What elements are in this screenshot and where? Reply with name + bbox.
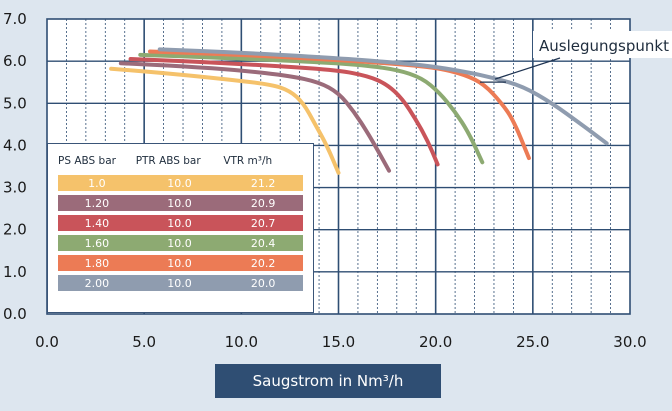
legend-cell-vtr: 20.4 xyxy=(250,236,276,250)
y-tick-label: 7.0 xyxy=(3,10,27,28)
x-tick-label: 25.0 xyxy=(516,333,549,351)
legend-cell-ptr: 10.0 xyxy=(167,196,192,210)
x-tick-label: 0.0 xyxy=(35,333,59,351)
legend-row: 1.60 10.0 20.4 xyxy=(58,235,303,251)
legend-cell-vtr: 21.2 xyxy=(250,176,276,190)
legend-rows: 1.0 10.0 21.2 1.20 10.0 20.9 1.40 10.0 20.7 1.60 1… xyxy=(58,175,303,291)
legend-cell-vtr: 20.7 xyxy=(250,216,276,230)
x-tick-label: 20.0 xyxy=(419,333,452,351)
legend-cell-ps: 2.00 xyxy=(84,276,110,290)
legend-cell-vtr: 20.0 xyxy=(250,276,276,290)
legend-row: 1.80 10.0 20.2 xyxy=(58,255,303,271)
legend-cell-ptr: 10.0 xyxy=(167,176,192,190)
legend-cell-ps: 1.80 xyxy=(84,256,110,270)
series-line-3 xyxy=(128,57,440,167)
x-tick-label: 30.0 xyxy=(613,333,646,351)
series-line-2 xyxy=(118,61,392,173)
legend-cell-ps: 1.60 xyxy=(84,236,110,250)
legend-cell-ps: 1.20 xyxy=(84,196,110,210)
legend-row: 1.40 10.0 20.7 xyxy=(58,215,303,231)
y-tick-label: 1.0 xyxy=(3,263,27,281)
legend-cell-vtr: 20.9 xyxy=(250,196,276,210)
x-tick-label: 15.0 xyxy=(322,333,355,351)
x-axis-label: Saugstrom in Nm³/h xyxy=(215,364,441,398)
y-tick-label: 0.0 xyxy=(3,305,27,323)
legend-cell-ps: 1.40 xyxy=(84,216,110,230)
series-line-1 xyxy=(109,66,341,175)
y-tick-label: 2.0 xyxy=(3,221,27,239)
legend-header-vtr: VTR m³/h xyxy=(223,155,273,167)
legend-header: PS ABS bar PTR ABS bar VTR m³/h xyxy=(58,151,303,171)
annotation-label: Auslegungspunkt xyxy=(539,37,669,55)
legend-cell-ptr: 10.0 xyxy=(167,216,192,230)
legend-cell-vtr: 20.2 xyxy=(250,256,276,270)
y-tick-label: 5.0 xyxy=(3,94,27,112)
legend-cell-ptr: 10.0 xyxy=(167,256,192,270)
legend-row: 1.0 10.0 21.2 xyxy=(58,175,303,191)
series-line-4 xyxy=(138,52,485,165)
annotation-box xyxy=(533,31,672,58)
y-tick-label: 4.0 xyxy=(3,136,27,154)
legend-row: 1.20 10.0 20.9 xyxy=(58,195,303,211)
legend-cell-ptr: 10.0 xyxy=(167,236,192,250)
annotation: Auslegungspunkt xyxy=(479,31,672,83)
series-line-6 xyxy=(157,47,609,146)
legend-header-ptr: PTR ABS bar xyxy=(135,155,201,167)
legend-header-ps: PS ABS bar xyxy=(58,155,116,167)
annotation-leader xyxy=(494,57,561,80)
legend-row: 2.00 10.0 20.0 xyxy=(58,275,303,291)
legend-cell-ptr: 10.0 xyxy=(167,276,192,290)
y-tick-label: 3.0 xyxy=(3,179,27,197)
series-lines xyxy=(109,47,609,175)
x-tick-label: 5.0 xyxy=(132,333,156,351)
x-tick-label: 10.0 xyxy=(225,333,258,351)
y-tick-label: 6.0 xyxy=(3,52,27,70)
legend-table: PS ABS bar PTR ABS bar VTR m³/h 1.0 10.0 2… xyxy=(47,143,314,313)
axis-tick-labels: 0.0 5.0 10.0 15.0 20.0 25.0 30.0 0.0 1.0 2.0 3.0 4.… xyxy=(3,10,647,351)
legend-cell-ps: 1.0 xyxy=(88,176,106,190)
